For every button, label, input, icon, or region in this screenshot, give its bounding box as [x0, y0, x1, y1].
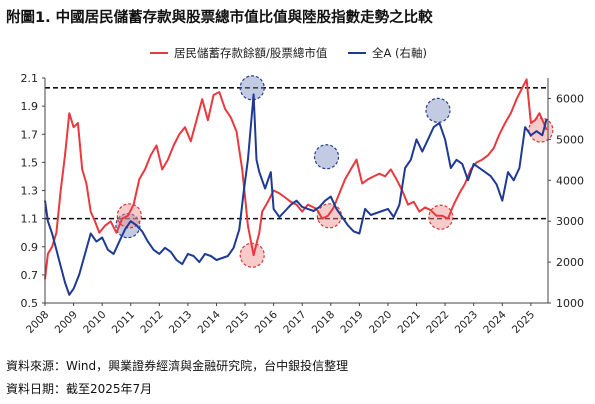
legend-label: 居民儲蓄存款餘額/股票總市值 — [174, 46, 328, 60]
left-axis-tick-label: 1.7 — [21, 128, 39, 141]
left-axis-tick-label: 0.5 — [21, 297, 39, 310]
x-axis-tick-label: 2009 — [53, 309, 80, 336]
reference-lines — [45, 87, 548, 220]
left-axis-tick-label: 1.1 — [21, 213, 39, 226]
series-lines — [44, 78, 548, 296]
chart-title: 附圖1. 中國居民儲蓄存款與股票總市值比值與陸股指數走勢之比較 — [6, 10, 433, 26]
x-axis-tick-label: 2024 — [481, 308, 509, 336]
source-note: 資料來源：Wind，興業證券經濟與金融研究院，台中銀投信整理 — [6, 359, 349, 373]
x-axis-tick-label: 2023 — [453, 309, 480, 336]
x-axis-tick-label: 2013 — [167, 309, 194, 336]
x-axis-tick-label: 2011 — [110, 309, 137, 336]
left-axis-tick-label: 0.9 — [21, 241, 39, 254]
right-axis-tick-label: 1000 — [556, 297, 584, 310]
left-axis-tick-label: 2.1 — [21, 72, 39, 85]
highlight-markers — [115, 75, 554, 268]
highlight-marker — [428, 204, 454, 230]
left-axis-tick-label: 0.7 — [21, 269, 39, 282]
series-line-deposit-ratio — [44, 78, 548, 280]
x-axis-tick-label: 2008 — [24, 309, 51, 336]
right-axis-tick-label: 5000 — [556, 133, 584, 146]
right-axis-tick-label: 4000 — [556, 174, 584, 187]
axes: 0.5 0.7 0.9 1.1 1.3 1.5 1.7 1.9 2.1 1000 2000 3000 4… — [21, 72, 585, 336]
right-axis-tick-label: 6000 — [556, 92, 584, 105]
x-axis-tick-label: 2022 — [424, 309, 451, 336]
x-axis-tick-label: 2016 — [253, 308, 281, 336]
x-axis-tick-label: 2025 — [510, 309, 537, 336]
left-axis-tick-label: 1.9 — [21, 100, 39, 113]
x-axis-tick-label: 2014 — [196, 308, 224, 336]
right-axis-tick-label: 2000 — [556, 256, 584, 269]
left-axis-tick-label: 1.5 — [21, 156, 39, 169]
legend: 居民儲蓄存款餘額/股票總市值 全A (右軸) — [150, 46, 427, 60]
chart: 居民儲蓄存款餘額/股票總市值 全A (右軸) 0.5 0.7 0.9 1.1 1.3 1.5… — [21, 46, 585, 336]
series-line-all-a-index — [44, 93, 548, 296]
x-axis-tick-label: 2010 — [81, 309, 108, 336]
highlight-marker — [313, 144, 340, 170]
x-axis-tick-label: 2021 — [396, 309, 423, 336]
legend-label: 全A (右軸) — [372, 46, 427, 60]
x-axis-tick-label: 2020 — [367, 309, 394, 336]
x-axis-tick-label: 2015 — [224, 309, 251, 336]
highlight-marker — [116, 203, 142, 229]
x-axis-tick-label: 2018 — [310, 309, 337, 336]
date-note: 資料日期：截至2025年7月 — [6, 382, 153, 396]
left-axis-tick-label: 1.3 — [21, 185, 39, 198]
highlight-marker — [239, 75, 265, 101]
right-axis-tick-label: 3000 — [556, 215, 584, 228]
x-axis-tick-label: 2017 — [281, 309, 308, 336]
x-axis-tick-label: 2019 — [338, 309, 365, 336]
x-axis-tick-label: 2012 — [138, 309, 165, 336]
highlight-marker — [425, 97, 451, 123]
